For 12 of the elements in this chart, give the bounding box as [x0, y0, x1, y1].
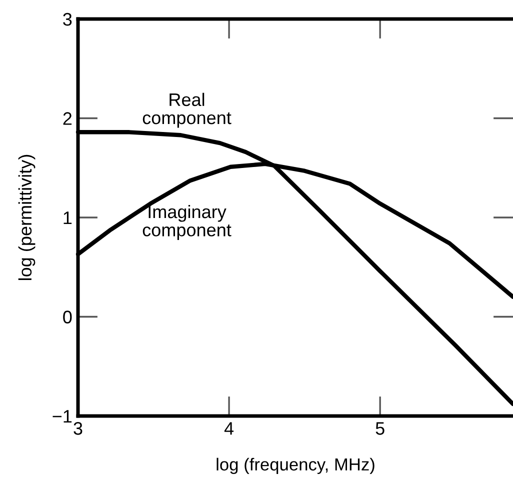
y-tick-label: 2 [63, 112, 72, 125]
y-tick-label: 3 [63, 12, 72, 26]
y-tick-label: 1 [64, 212, 72, 224]
y-axis-title: log (permittivity) [18, 154, 36, 280]
series-label: Real component [142, 92, 232, 128]
y-tick-label: 0 [63, 310, 72, 324]
x-tick-label: 3 [74, 422, 82, 435]
series-label: Imaginary component [142, 204, 232, 240]
x-tick-label: 4 [224, 422, 234, 435]
y-tick-label: −1 [52, 410, 72, 423]
x-tick-label: 5 [376, 422, 384, 435]
x-axis-title: log (frequency, MHz) [216, 458, 374, 474]
